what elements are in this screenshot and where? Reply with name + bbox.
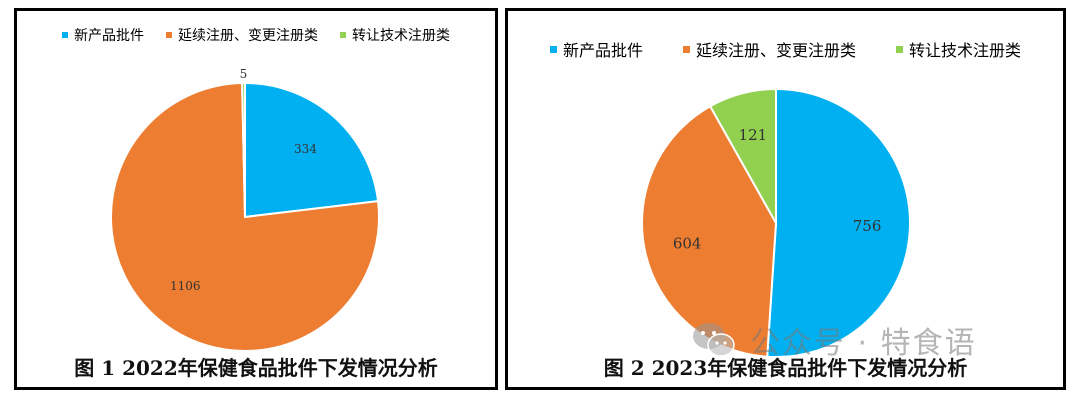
chart-caption: 图 1 2022年保健食品批件下发情况分析 [74, 356, 438, 380]
legend-item-new-product: 新产品批件 [62, 25, 144, 45]
legend-item-new-product: 新产品批件 [549, 37, 643, 61]
legend-label: 转让技术注册类 [909, 41, 1022, 60]
watermark-text: 公众号 · 特食语 [750, 326, 977, 361]
legend-item-renewal: 延续注册、变更注册类 [682, 37, 856, 61]
data-label-transfer: 121 [739, 126, 768, 144]
legend-swatch-green [340, 32, 346, 38]
chart-panel-2022: 334 1106 5 新产品批件 延续注册、变更注册类 转让技术注册类 图 1 20… [14, 8, 498, 390]
legend-item-transfer: 转让技术注册类 [896, 37, 1021, 61]
pie-slice-transfer [708, 87, 777, 227]
legend-item-transfer: 转让技术注册类 [340, 25, 450, 45]
pie-chart-2023: 756 604 121 [641, 87, 912, 358]
chart-panel-2023: 756 604 121 新产品批件 延续注册、变更注册类 转让技术注册类 图 2 2… [505, 8, 1066, 390]
legend-label: 新产品批件 [74, 28, 144, 44]
data-label-new-product: 756 [853, 217, 882, 235]
pie-slice-new-product [766, 87, 912, 358]
legend-label: 新产品批件 [562, 41, 643, 60]
watermark: 公众号 · 特食语 [690, 318, 977, 362]
legend-swatch-green [896, 45, 903, 53]
wechat-icon [693, 323, 735, 357]
legend-label: 延续注册、变更注册类 [695, 41, 856, 60]
pie-slice-renewal-change [110, 82, 380, 352]
chart-caption: 图 2 2023年保健食品批件下发情况分析 [603, 356, 968, 380]
chart-legend: 新产品批件 延续注册、变更注册类 转让技术注册类 [508, 37, 1063, 61]
pie-slice-new-product [244, 81, 380, 219]
data-label-new-product: 334 [294, 142, 317, 156]
pie-slice-transfer [241, 81, 246, 218]
legend-swatch-orange [166, 32, 172, 38]
chart-legend: 新产品批件 延续注册、变更注册类 转让技术注册类 [17, 25, 495, 45]
data-label-renewal-change: 604 [673, 234, 702, 252]
pie-chart-2022: 334 1106 5 [110, 67, 380, 352]
legend-label: 延续注册、变更注册类 [178, 28, 318, 44]
data-label-renewal-change: 1106 [170, 279, 201, 293]
legend-label: 转让技术注册类 [352, 28, 450, 44]
legend-swatch-blue [549, 45, 557, 53]
data-label-transfer: 5 [240, 67, 248, 81]
legend-swatch-orange [682, 45, 690, 53]
legend-swatch-blue [62, 32, 68, 38]
legend-item-renewal: 延续注册、变更注册类 [166, 25, 318, 45]
